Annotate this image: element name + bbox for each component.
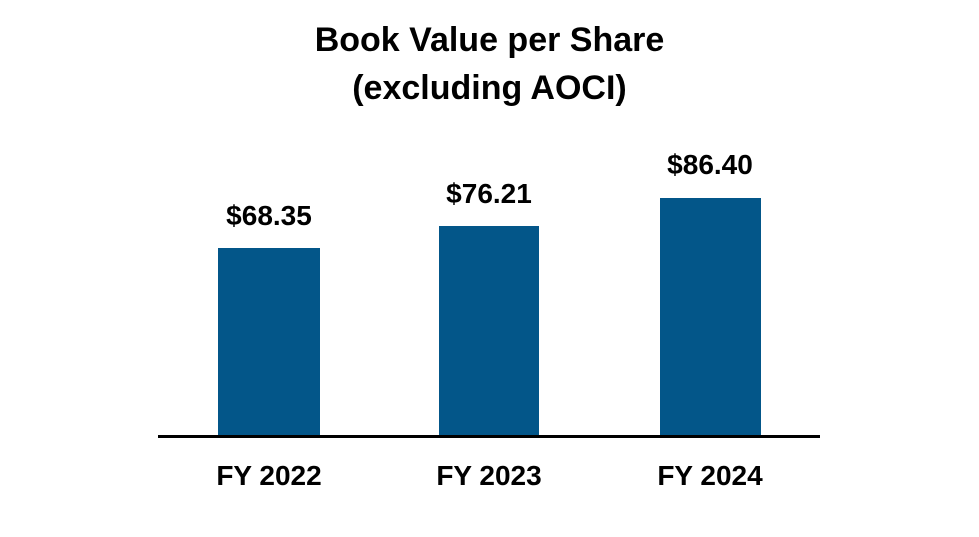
bar-fy2023 <box>439 226 539 436</box>
bar-fy2022 <box>218 248 320 436</box>
chart-subtitle: (excluding AOCI) <box>352 69 627 107</box>
x-axis-line <box>158 435 820 438</box>
x-tick-label-fy2024: FY 2024 <box>657 460 763 491</box>
bar-fy2024 <box>660 198 761 436</box>
x-tick-label-fy2022: FY 2022 <box>216 460 322 491</box>
data-label-fy2022: $68.35 <box>226 200 312 231</box>
data-label-fy2023: $76.21 <box>446 178 532 209</box>
x-tick-label-fy2023: FY 2023 <box>436 460 542 491</box>
chart-title-line-1: Book Value per Share <box>314 21 665 59</box>
data-label-fy2024: $86.40 <box>667 149 753 180</box>
